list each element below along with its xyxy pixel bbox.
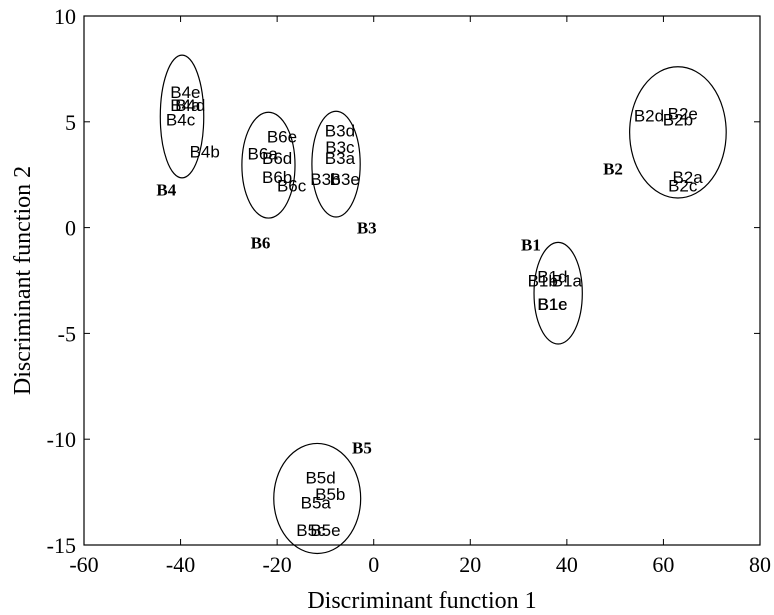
point-label-b4b: B4b: [190, 142, 220, 161]
cluster-ellipse-b6: [241, 111, 296, 219]
point-label-b3b: B3b: [310, 170, 340, 189]
cluster-ellipse-b3: [311, 110, 361, 218]
point-label-b6d: B6d: [262, 149, 292, 168]
point-label-b1a: B1a: [552, 272, 583, 291]
cluster-label-b1: B1: [521, 236, 541, 255]
point-label-b2b: B2b: [663, 111, 693, 130]
x-tick-label: 40: [556, 552, 578, 577]
x-tick-label: 0: [368, 552, 379, 577]
y-axis-title: Discriminant function 2: [10, 166, 36, 395]
point-label-b5d: B5d: [305, 468, 335, 487]
point-label-b5c: B5c: [296, 521, 326, 540]
point-label-b2a: B2a: [672, 168, 703, 187]
x-tick-label: -40: [166, 552, 195, 577]
cluster-label-b6: B6: [251, 233, 271, 252]
point-label-b6c: B6c: [277, 176, 307, 195]
cluster-label-b3: B3: [357, 219, 377, 238]
point-label-b6e: B6e: [267, 128, 297, 147]
point-label-b5b: B5b: [315, 485, 345, 504]
point-label-b3a: B3a: [325, 149, 356, 168]
cluster-ellipses: [159, 54, 727, 555]
point-label-b1c: B1c: [538, 295, 568, 314]
point-label-b6b: B6b: [262, 168, 292, 187]
point-label-b1d: B1d: [537, 267, 567, 286]
cluster-label-b4: B4: [156, 181, 176, 200]
y-tick-label: -15: [47, 533, 76, 558]
point-label-b2d: B2d: [634, 106, 664, 125]
point-label-b4d: B4d: [175, 96, 205, 115]
point-label-b3e: B3e: [330, 170, 360, 189]
cluster-ellipse-b1: [533, 241, 583, 345]
point-label-b1e: B1e: [537, 295, 567, 314]
point-label-b2c: B2c: [668, 176, 698, 195]
point-label-b4c: B4c: [166, 111, 196, 130]
point-label-b4a: B4a: [170, 96, 201, 115]
point-label-b4e: B4e: [170, 83, 200, 102]
cluster-label-b5: B5: [352, 439, 372, 458]
x-tick-label: -20: [262, 552, 291, 577]
point-label-b1b: B1b: [528, 272, 558, 291]
point-label-b3c: B3c: [325, 138, 355, 157]
y-tick-label: -5: [58, 321, 76, 346]
x-axis-title: Discriminant function 1: [307, 588, 536, 614]
cluster-label-b2: B2: [603, 159, 623, 178]
cluster-ellipse-b4: [159, 54, 205, 179]
x-tick-label: 60: [652, 552, 674, 577]
y-tick-label: 10: [54, 4, 76, 29]
cluster-ellipse-b5: [273, 442, 362, 555]
x-tick-label: -60: [69, 552, 98, 577]
y-tick-label: -10: [47, 427, 76, 452]
plot-frame: [83, 15, 761, 546]
point-label-b3d: B3d: [325, 121, 355, 140]
point-label-b5e: B5e: [310, 521, 340, 540]
y-tick-label: 0: [65, 216, 76, 241]
point-label-b2e: B2e: [668, 104, 698, 123]
y-tick-label: 5: [65, 110, 76, 135]
x-tick-label: 80: [749, 552, 771, 577]
point-label-b5a: B5a: [301, 494, 332, 513]
point-label-b6a: B6a: [248, 145, 279, 164]
x-tick-label: 20: [459, 552, 481, 577]
cluster-labels: B4 B6 B3 B2 B1 B5: [156, 159, 622, 457]
axis-ticks: -60 -40 -20 0 20 40 60 80 -15 -10 -5 0 5 10: [47, 4, 771, 577]
cluster-ellipse-b2: [629, 66, 727, 199]
